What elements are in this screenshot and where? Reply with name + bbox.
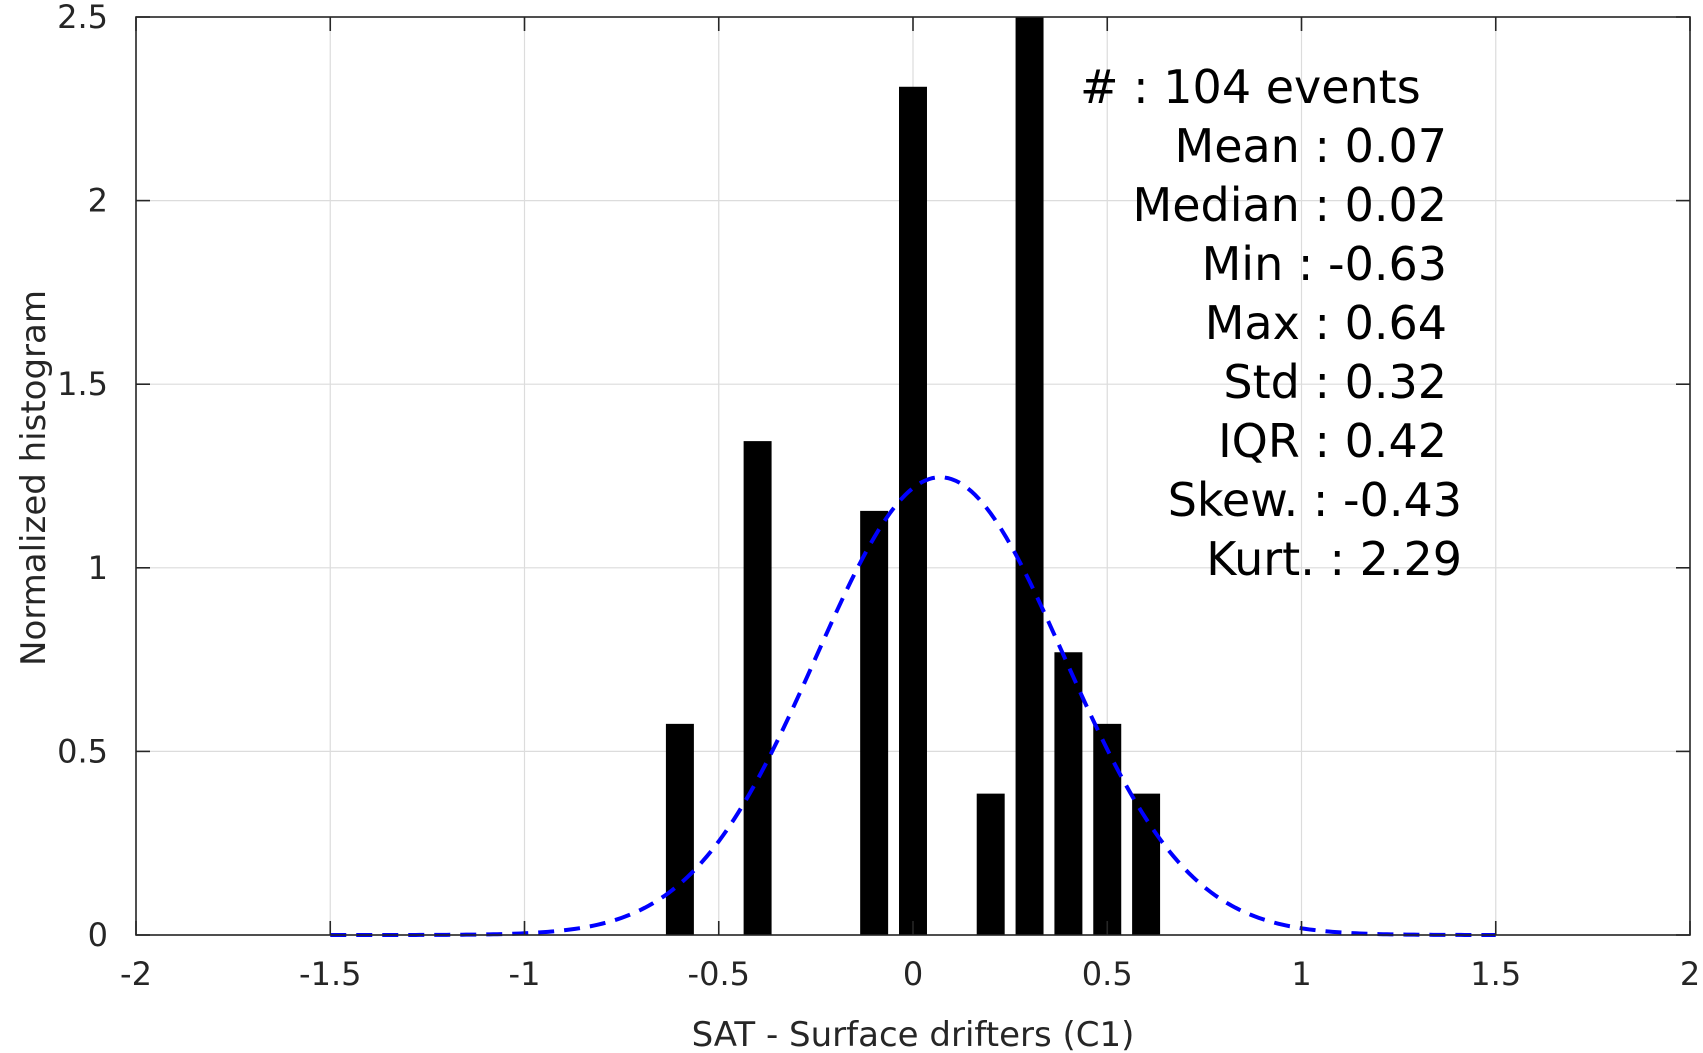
stat-mean: Mean : 0.07 <box>1175 119 1448 173</box>
stat-min: Min : -0.63 <box>1202 237 1447 291</box>
x-tick-label: 0.5 <box>1082 955 1133 993</box>
x-tick-label: -0.5 <box>688 955 750 993</box>
histogram-bar <box>1132 793 1161 935</box>
stat-skew: Skew. : -0.43 <box>1168 473 1462 527</box>
x-tick-label: -1.5 <box>299 955 361 993</box>
x-tick-label: 0 <box>903 955 923 993</box>
axis-ticks <box>135 16 1691 936</box>
stat-iqr: IQR : 0.42 <box>1218 414 1447 468</box>
x-tick-labels: -2 -1.5 -1 -0.5 0 0.5 1 1.5 2 <box>120 955 1700 993</box>
stat-count: # : 104 events <box>1080 60 1421 114</box>
y-tick-label: 0 <box>88 916 108 954</box>
stat-max: Max : 0.64 <box>1205 296 1447 350</box>
histogram-bar <box>1015 17 1044 935</box>
y-tick-label: 2 <box>88 182 108 220</box>
stat-kurt: Kurt. : 2.29 <box>1206 532 1462 586</box>
histogram-bar <box>1054 652 1083 935</box>
histogram-bar <box>976 793 1005 935</box>
histogram-bar <box>665 723 694 935</box>
x-tick-label: 1.5 <box>1470 955 1521 993</box>
histogram-bar <box>860 510 889 935</box>
bars <box>665 17 1161 935</box>
y-tick-label: 2.5 <box>57 0 108 36</box>
y-tick-label: 1 <box>88 549 108 587</box>
stat-std: Std : 0.32 <box>1223 355 1447 409</box>
x-axis-title: SAT - Surface drifters (C1) <box>692 1015 1135 1053</box>
y-tick-labels: 0 0.5 1 1.5 2 2.5 <box>57 0 108 954</box>
y-tick-label: 0.5 <box>57 732 108 770</box>
histogram-bar <box>1093 723 1122 935</box>
histogram-bar <box>899 86 927 935</box>
x-tick-label: 2 <box>1680 955 1700 993</box>
x-tick-label: -1 <box>509 955 541 993</box>
histogram-bar <box>743 441 772 935</box>
stats-box: # : 104 events Mean : 0.07 Median : 0.02… <box>1080 60 1462 586</box>
x-tick-label: -2 <box>120 955 152 993</box>
y-tick-label: 1.5 <box>57 365 108 403</box>
y-axis-title: Normalized histogram <box>14 290 54 666</box>
x-tick-label: 1 <box>1291 955 1311 993</box>
stat-median: Median : 0.02 <box>1133 178 1447 232</box>
